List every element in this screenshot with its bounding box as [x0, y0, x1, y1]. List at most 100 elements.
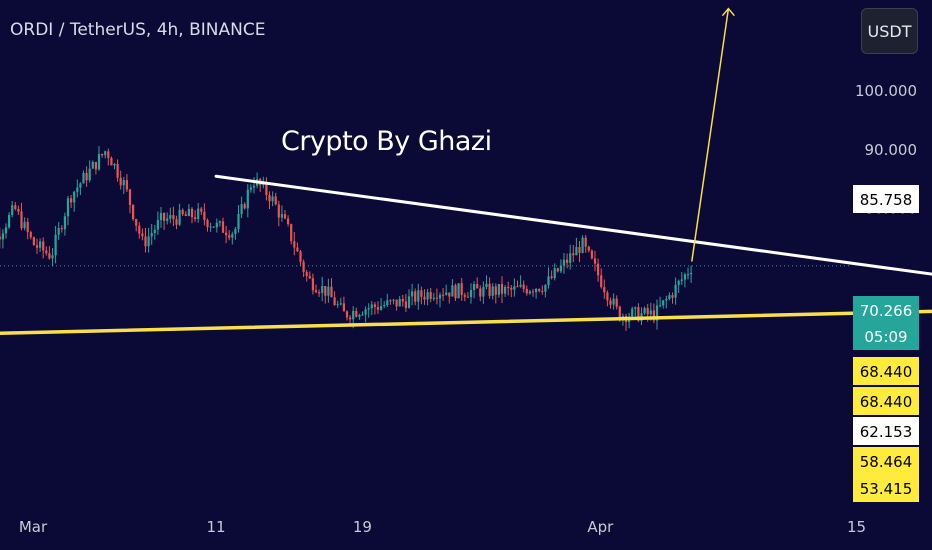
candle-body [435, 297, 438, 299]
candle-body [4, 227, 8, 234]
candle-body [401, 299, 404, 302]
candle-body [184, 214, 187, 216]
candle-body [513, 286, 516, 290]
price-badge [853, 185, 919, 213]
candle-body [482, 286, 485, 297]
candle-body [510, 287, 513, 290]
candle-body [206, 220, 209, 228]
candle-body [609, 300, 612, 305]
candle-body [169, 215, 172, 219]
candle-body [411, 291, 414, 297]
candle-body [107, 151, 110, 158]
candle-body [45, 250, 48, 254]
symbol-title[interactable]: ORDI / TetherUS, 4h, BINANCE [10, 20, 266, 40]
candle-body [541, 290, 544, 292]
candle-body [29, 232, 32, 238]
candle-body [634, 307, 637, 309]
candle-body [308, 276, 311, 279]
candle-body [662, 300, 665, 306]
candle-body [57, 228, 60, 235]
candle-body [305, 272, 308, 277]
candle-body [82, 172, 85, 184]
candle-body [383, 305, 386, 307]
candle-body [23, 221, 26, 229]
candle-body [20, 211, 23, 229]
candle-body [76, 187, 79, 192]
candle-body [553, 268, 556, 279]
candle-body [637, 307, 640, 322]
candle-body [575, 247, 578, 256]
candle-body [528, 291, 531, 294]
candle-body [442, 294, 445, 296]
candle-body [463, 295, 466, 297]
support-trendline[interactable] [0, 309, 932, 336]
candle-body [153, 229, 156, 234]
candle-body [649, 310, 652, 315]
candle-body [0, 236, 1, 240]
candle-body [358, 314, 361, 317]
candle-body [138, 225, 141, 234]
candle-body [277, 204, 280, 218]
candle-body [122, 180, 125, 186]
candle-body [361, 314, 364, 316]
candle-body [451, 285, 454, 297]
x-tick-label: 15 [847, 518, 866, 536]
candle-body [491, 286, 494, 296]
candle-body [79, 183, 82, 188]
candle-body [652, 310, 655, 321]
candle-body [417, 290, 420, 302]
candle-body [166, 218, 169, 221]
candle-body [457, 283, 460, 299]
candle-body [63, 216, 66, 230]
candle-body [352, 311, 355, 320]
candle-body [85, 172, 88, 181]
candle-body [26, 221, 29, 233]
price-badge-label: 70.266 [860, 302, 913, 320]
candle-body [194, 217, 197, 219]
candle-body [677, 280, 680, 285]
candle-body [234, 229, 237, 234]
candle-body [274, 196, 277, 205]
x-tick-label: 19 [353, 518, 372, 536]
candle-body [683, 274, 686, 280]
candle-body [445, 292, 448, 295]
price-badge [853, 417, 919, 445]
candle-body [17, 209, 20, 212]
candle-body [1, 233, 4, 240]
candle-body [237, 214, 240, 230]
candle-body [593, 258, 597, 264]
projection-arrow-line[interactable] [691, 8, 730, 262]
candle-body [327, 286, 330, 296]
candle-body [268, 195, 271, 202]
candle-body [349, 317, 352, 320]
candle-body [535, 288, 538, 293]
candle-body [283, 214, 287, 219]
price-badge [853, 387, 919, 415]
candle-body [538, 288, 541, 291]
candle-body [497, 284, 500, 295]
candle-body [674, 284, 677, 298]
candle-body [190, 208, 194, 218]
candle-body [14, 205, 17, 210]
candle-body [187, 208, 190, 216]
candle-body [293, 241, 296, 248]
candle-body [231, 233, 234, 238]
candle-body [299, 251, 302, 262]
candle-body [73, 191, 76, 203]
currency-button[interactable]: USDT [861, 8, 918, 54]
candle-body [221, 221, 225, 233]
candle-body [429, 292, 432, 299]
candle-body [175, 219, 178, 225]
candle-body [578, 247, 581, 253]
candle-body [469, 289, 473, 298]
candle-body [500, 284, 504, 294]
resistance-trendline[interactable] [214, 174, 932, 284]
candle-body [32, 237, 35, 246]
candle-body [150, 233, 153, 237]
price-badge [853, 474, 919, 502]
x-tick-label: Apr [587, 518, 614, 536]
candle-body [311, 278, 314, 291]
price-badge [853, 296, 919, 350]
